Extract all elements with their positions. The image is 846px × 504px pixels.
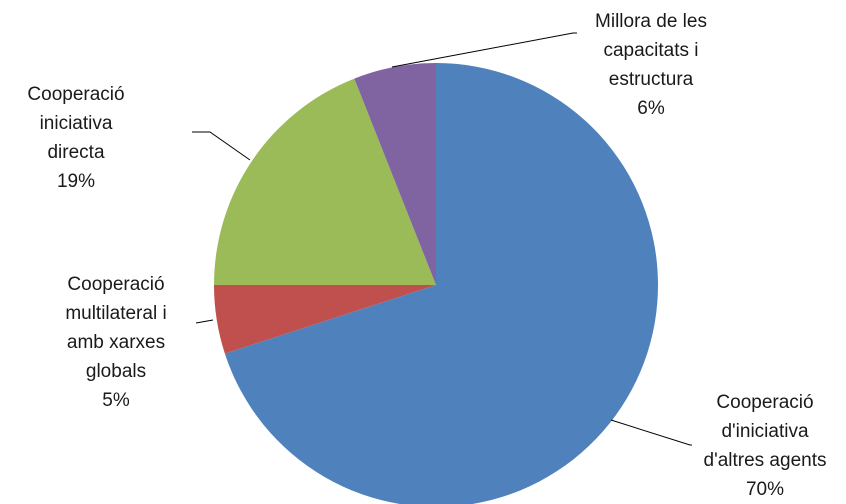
slice-name-label: estructura — [609, 69, 694, 90]
slice-name-label: amb xarxes — [67, 332, 165, 353]
pie-slice-1 — [224, 63, 658, 504]
slice-labels: Cooperació d'iniciativa d'altres agents 70%… — [27, 11, 826, 500]
leader-line-2 — [195, 319, 214, 324]
slice-name-label: iniciativa — [40, 113, 113, 134]
slice-name-label: globals — [86, 361, 146, 382]
pie-slice-3 — [214, 78, 436, 285]
slice-percent-label: 19% — [57, 171, 95, 192]
slice-percent-label: 70% — [746, 479, 784, 500]
leader-line-4 — [391, 32, 577, 68]
slice-name-label: multilateral i — [65, 303, 166, 324]
slice-name-label: d'iniciativa — [721, 421, 808, 442]
pie-slice-2 — [214, 285, 436, 354]
leader-line-1 — [610, 419, 692, 446]
leader-lines — [192, 32, 692, 446]
slice-name-label: Millora de les — [595, 11, 707, 32]
slice-name-label: Cooperació — [716, 392, 813, 413]
slice-name-label: capacitats i — [603, 40, 698, 61]
slice-name-label: directa — [47, 142, 104, 163]
pie-slice-4 — [354, 63, 436, 285]
leader-line-3 — [192, 131, 251, 161]
slice-percent-label: 5% — [102, 390, 130, 411]
pie-slices — [214, 63, 658, 504]
slice-percent-label: 6% — [637, 98, 665, 119]
slice-name-label: d'altres agents — [704, 450, 827, 471]
slice-name-label: Cooperació — [67, 274, 164, 295]
slice-name-label: Cooperació — [27, 84, 124, 105]
